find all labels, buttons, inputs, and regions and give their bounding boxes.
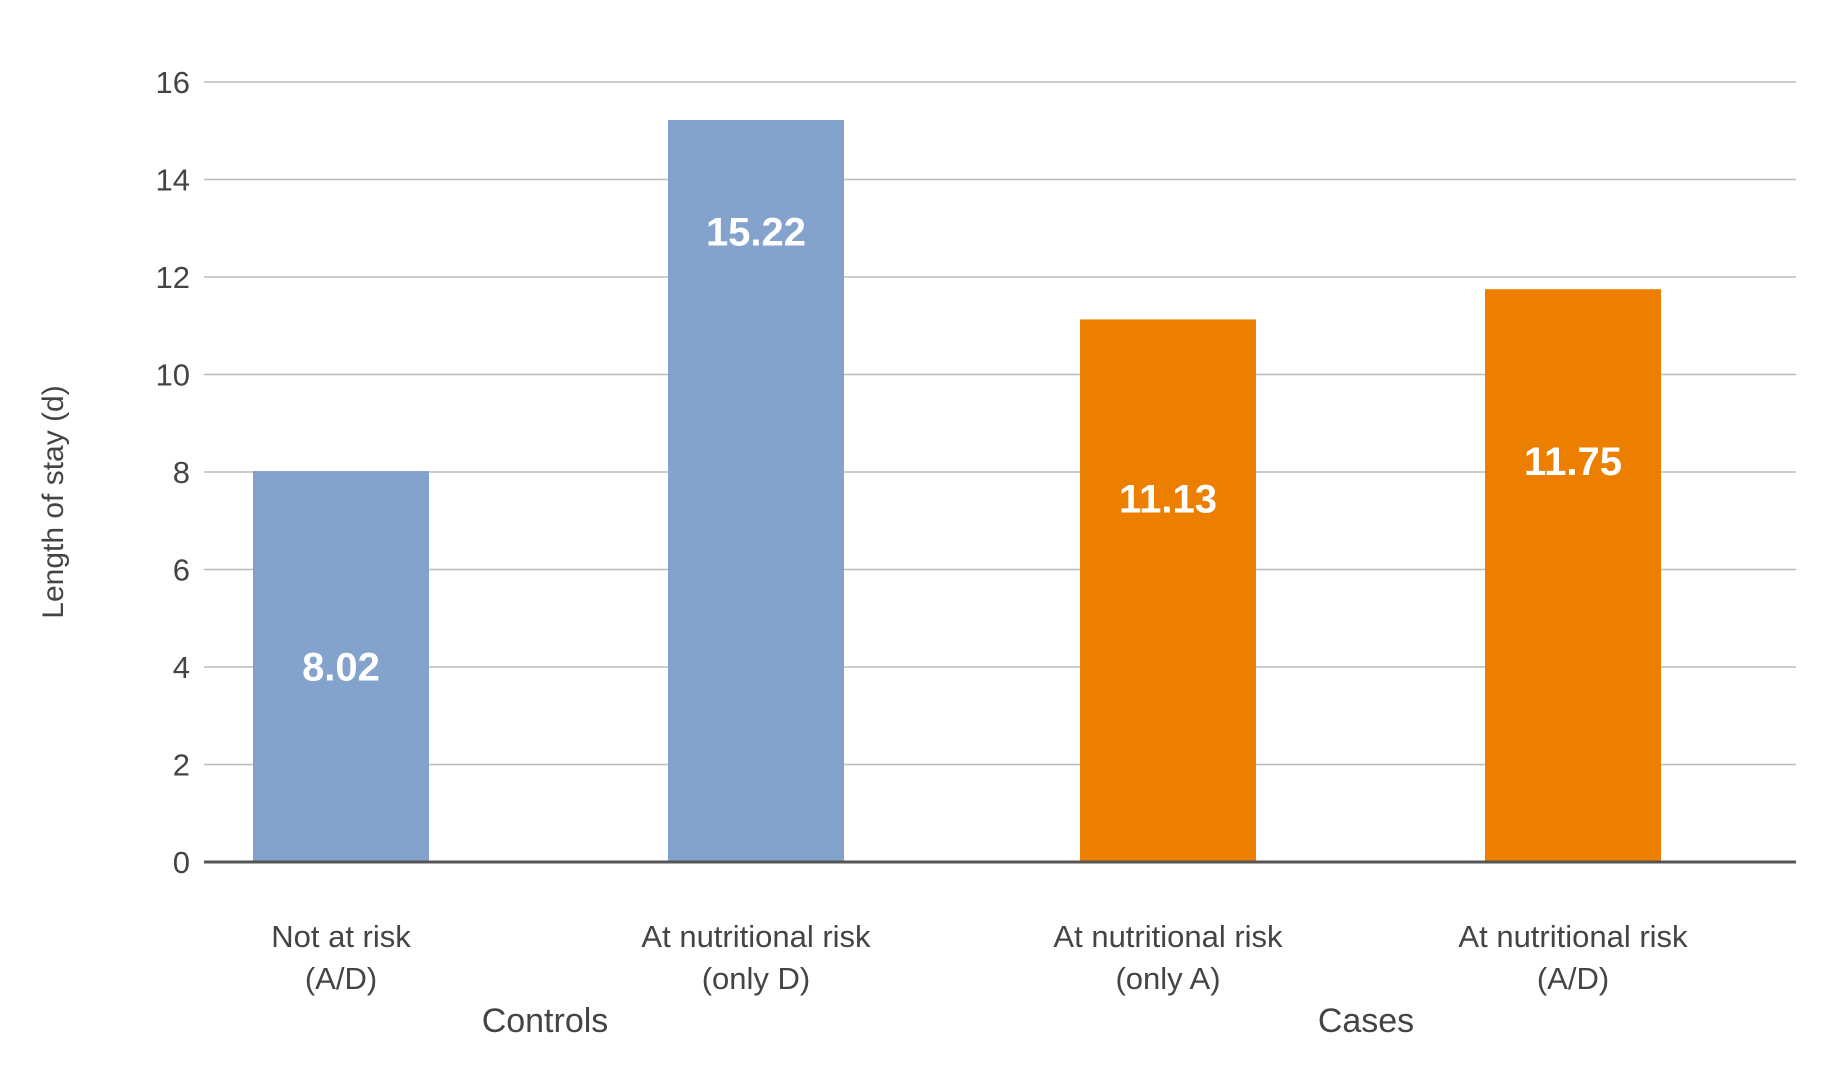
bar [1485, 289, 1661, 862]
bar [668, 120, 844, 862]
bars [253, 120, 1661, 863]
category-label-line1: At nutritional risk [1053, 919, 1283, 954]
y-tick-label: 12 [156, 260, 190, 295]
category-label-line1: At nutritional risk [641, 919, 871, 954]
y-tick-label: 2 [173, 748, 190, 783]
category-label-line2: (only A) [1115, 961, 1220, 996]
data-label: 11.75 [1524, 440, 1622, 484]
y-tick-label: 4 [173, 650, 190, 685]
category-label-line1: Not at risk [271, 919, 411, 954]
category-label-line1: At nutritional risk [1458, 919, 1688, 954]
y-axis-title: Length of stay (d) [37, 385, 70, 618]
group-label: Cases [1318, 1002, 1414, 1040]
category-label-line2: (only D) [702, 961, 811, 996]
y-tick-label: 16 [156, 65, 190, 100]
y-tick-label: 6 [173, 553, 190, 588]
y-axis-ticks: 0 2 4 6 8 10 12 14 16 [156, 65, 190, 880]
category-label-line2: (A/D) [305, 961, 377, 996]
category-labels: Not at risk (A/D) At nutritional risk (only… [271, 919, 1688, 996]
bar [253, 471, 429, 862]
bar [1080, 319, 1256, 863]
y-tick-label: 0 [173, 845, 190, 880]
data-label: 11.13 [1119, 477, 1217, 521]
gridlines [204, 81, 1796, 766]
data-labels: 8.02 15.22 11.13 11.75 [302, 210, 1622, 689]
group-label: Controls [482, 1002, 609, 1040]
category-label-line2: (A/D) [1537, 961, 1609, 996]
y-tick-label: 14 [156, 163, 190, 198]
data-label: 15.22 [706, 210, 806, 254]
group-labels: Controls Cases [482, 1002, 1414, 1040]
data-label: 8.02 [302, 646, 380, 690]
y-tick-label: 8 [173, 455, 190, 490]
y-tick-label: 10 [156, 358, 190, 393]
